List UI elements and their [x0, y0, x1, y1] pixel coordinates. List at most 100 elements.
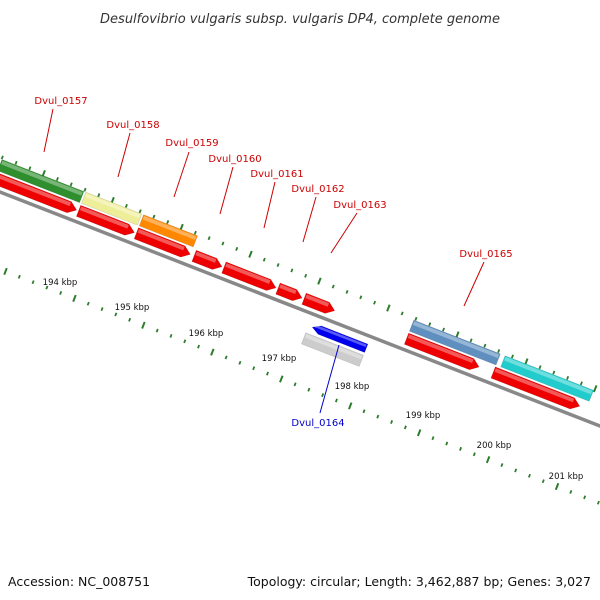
gene-bar-grey[interactable] — [301, 332, 364, 367]
minor-tick — [100, 307, 104, 312]
gene-label-dvul_0160[interactable]: Dvul_0160 — [208, 154, 262, 215]
gene-label-dvul_0162[interactable]: Dvul_0162 — [291, 184, 345, 243]
major-tick — [3, 267, 8, 276]
cds-arrow-3[interactable] — [191, 249, 223, 270]
leader-line — [319, 344, 340, 414]
minor-tick — [569, 489, 573, 494]
gene-bar-orange[interactable] — [138, 214, 198, 248]
minor-tick — [124, 203, 128, 208]
major-tick — [317, 277, 322, 285]
leader-line — [302, 196, 317, 243]
minor-tick — [345, 289, 349, 294]
scale-label: 201 kbp — [549, 472, 584, 482]
cds-arrow-4[interactable] — [221, 261, 277, 291]
gene-label-text: Dvul_0164 — [291, 418, 344, 429]
minor-tick — [566, 375, 570, 380]
minor-tick — [97, 193, 101, 198]
major-tick — [348, 402, 353, 410]
leader-line — [117, 132, 131, 178]
label-layer: 194 kbp 195 kbp 196 kbp 197 kbp 198 kbp 199 k… — [34, 96, 583, 482]
minor-tick — [266, 371, 269, 376]
minor-tick — [262, 257, 266, 262]
minor-tick — [583, 495, 587, 500]
major-tick — [248, 250, 253, 258]
gene-label-dvul_0165[interactable]: Dvul_0165 — [459, 249, 513, 307]
major-tick — [554, 482, 560, 491]
cds-arrow-minus[interactable] — [311, 324, 369, 353]
minor-tick — [0, 155, 4, 160]
gene-label-dvul_0159[interactable]: Dvul_0159 — [165, 138, 219, 198]
minor-tick — [238, 360, 242, 365]
gene-label-text: Dvul_0163 — [333, 200, 386, 211]
scale-label: 200 kbp — [477, 441, 512, 451]
gene-label-text: Dvul_0162 — [291, 184, 344, 195]
minor-tick — [373, 300, 377, 305]
leader-line — [219, 166, 234, 215]
minor-tick — [428, 322, 432, 327]
gene-bar-steelblue[interactable] — [408, 319, 501, 366]
minor-tick — [579, 381, 583, 386]
minor-tick — [334, 398, 338, 403]
minor-tick — [596, 500, 600, 505]
minor-tick — [128, 317, 132, 322]
minor-tick — [359, 295, 363, 300]
cds-arrow-6[interactable] — [301, 292, 336, 314]
gene-bar-yellow[interactable] — [81, 191, 143, 226]
gene-label-dvul_0163[interactable]: Dvul_0163 — [330, 200, 387, 254]
minor-tick — [45, 285, 49, 290]
minor-tick — [114, 312, 118, 317]
minor-tick — [31, 280, 35, 285]
minor-tick — [445, 441, 449, 446]
minor-tick — [400, 311, 404, 316]
cds-arrow-7[interactable] — [403, 332, 480, 371]
gene-label-dvul_0161[interactable]: Dvul_0161 — [250, 169, 304, 229]
minor-tick — [197, 344, 201, 349]
minor-tick — [224, 355, 228, 360]
minor-tick — [155, 328, 159, 333]
scale-label: 196 kbp — [189, 329, 224, 339]
gene-bar-cyan[interactable] — [500, 355, 594, 402]
gene-label-text: Dvul_0157 — [34, 96, 87, 107]
minor-tick — [138, 209, 142, 214]
gene-label-dvul_0157[interactable]: Dvul_0157 — [34, 96, 88, 153]
minor-tick — [497, 349, 501, 354]
gene-label-text: Dvul_0160 — [208, 154, 261, 165]
minor-tick — [390, 420, 394, 424]
minor-tick — [193, 230, 197, 235]
cds-arrow-0[interactable] — [0, 173, 78, 214]
minor-tick — [55, 177, 59, 181]
topology-text: Topology: circular; Length: 3,462,887 bp… — [247, 574, 591, 589]
scale-label: 194 kbp — [43, 278, 78, 288]
minor-tick — [403, 425, 407, 430]
cds-arrow-1[interactable] — [75, 204, 135, 236]
minor-tick — [207, 236, 211, 241]
minor-tick — [414, 316, 418, 321]
minor-tick — [431, 436, 435, 441]
minor-tick — [83, 187, 87, 192]
minor-tick — [183, 339, 187, 344]
minor-tick — [293, 382, 297, 387]
minor-tick — [166, 220, 170, 224]
leader-line — [173, 151, 190, 198]
minor-tick — [442, 327, 446, 332]
gene-label-dvul_0164[interactable]: Dvul_0164 — [291, 344, 345, 429]
gene-bar-green[interactable] — [0, 159, 85, 204]
gene-label-text: Dvul_0158 — [106, 120, 159, 131]
gene-label-dvul_0158[interactable]: Dvul_0158 — [106, 120, 160, 178]
minor-tick — [362, 409, 366, 414]
major-tick — [485, 456, 491, 464]
minor-tick — [376, 414, 380, 419]
minor-tick — [472, 452, 476, 457]
tick-layer — [0, 155, 600, 505]
cds-arrow-5[interactable] — [275, 282, 303, 302]
minor-tick — [459, 446, 463, 451]
cds-arrow-2[interactable] — [133, 227, 191, 258]
map-title: Desulfovibrio vulgaris subsp. vulgaris D… — [100, 12, 500, 27]
minor-tick — [538, 365, 542, 370]
cds-arrow-8[interactable] — [490, 366, 581, 410]
minor-tick — [152, 214, 156, 219]
minor-tick — [290, 268, 294, 273]
minor-tick — [304, 273, 308, 278]
backbone-line — [0, 190, 600, 428]
